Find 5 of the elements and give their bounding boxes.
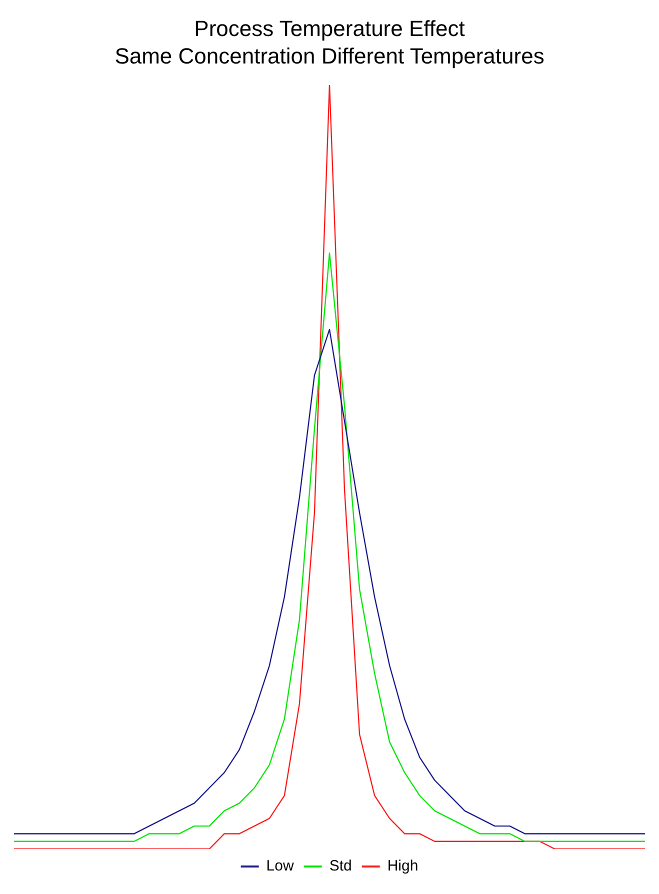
legend-label: Low bbox=[266, 858, 294, 875]
legend-label: Std bbox=[329, 858, 352, 875]
legend-label: High bbox=[387, 858, 418, 875]
text: Same Concentration Different Temperatures bbox=[114, 43, 544, 68]
text: Process Temperature Effect bbox=[194, 16, 465, 41]
